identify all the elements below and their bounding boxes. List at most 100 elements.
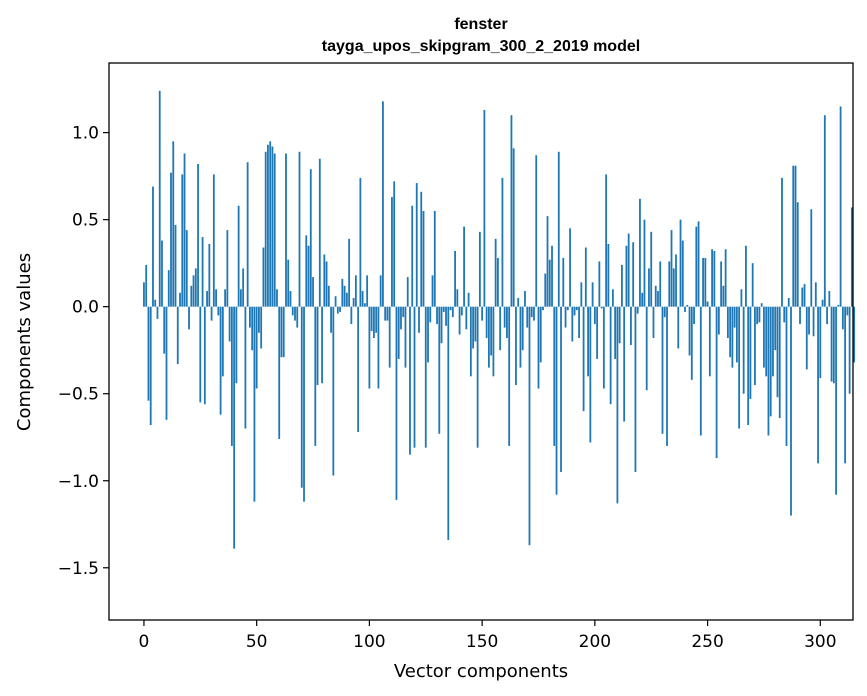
bar	[832, 306, 835, 384]
bar	[273, 153, 276, 307]
bar	[429, 306, 432, 323]
bar	[172, 141, 175, 307]
bar	[282, 306, 285, 358]
bar	[413, 306, 416, 448]
bar	[327, 285, 330, 307]
bar	[533, 306, 535, 321]
bar	[203, 306, 206, 405]
bar	[812, 306, 815, 337]
bar	[659, 261, 662, 307]
bar	[341, 278, 344, 307]
bar	[724, 249, 727, 307]
bar	[785, 306, 788, 446]
bar	[510, 115, 513, 307]
bar	[445, 306, 447, 326]
y-tick-label: −1.0	[58, 472, 99, 492]
bar	[400, 306, 402, 330]
bar	[294, 306, 296, 321]
bar	[828, 291, 831, 307]
bar	[686, 304, 689, 307]
bar	[772, 306, 774, 377]
bar	[799, 306, 801, 325]
x-tick-label: 50	[246, 632, 268, 652]
bar	[447, 306, 450, 540]
bar	[212, 174, 215, 307]
chart-title: fenster	[454, 16, 507, 33]
bar	[467, 292, 470, 307]
bar	[276, 289, 278, 307]
bar	[237, 205, 240, 307]
bar	[352, 297, 355, 307]
bar	[287, 259, 290, 307]
bar	[255, 306, 258, 389]
bar	[325, 261, 328, 307]
bar	[152, 186, 154, 307]
bar	[767, 306, 770, 436]
bar	[312, 277, 314, 307]
bar	[787, 297, 790, 307]
bar	[632, 242, 635, 307]
bar	[228, 306, 231, 342]
bar	[571, 306, 574, 342]
bar	[156, 306, 159, 319]
bar	[720, 261, 723, 307]
bar	[262, 247, 265, 307]
bar	[181, 174, 184, 307]
bar	[145, 264, 148, 307]
bar	[278, 306, 281, 439]
bar	[722, 285, 725, 307]
bar	[393, 181, 396, 307]
bar	[738, 306, 741, 429]
bar	[853, 306, 856, 363]
bar	[618, 306, 621, 344]
y-tick-label: 1.0	[72, 124, 99, 144]
bar	[395, 306, 398, 500]
bar	[490, 306, 493, 356]
bar	[478, 231, 481, 307]
bar	[230, 306, 233, 446]
bar	[808, 306, 810, 335]
bar	[309, 169, 312, 307]
bar	[557, 151, 560, 307]
bar	[616, 306, 619, 504]
bar	[506, 306, 508, 339]
bar	[474, 306, 477, 342]
bar	[460, 306, 463, 316]
bar	[436, 306, 438, 325]
bar	[487, 306, 490, 368]
bar	[614, 306, 617, 359]
bar	[848, 306, 851, 394]
bar	[366, 275, 369, 307]
plot-frame	[108, 62, 854, 621]
bar	[251, 306, 254, 351]
bar	[740, 289, 743, 307]
bar	[330, 306, 332, 333]
bar	[508, 306, 511, 446]
bar	[573, 306, 576, 316]
bar	[427, 306, 429, 363]
bar	[578, 306, 580, 339]
bar	[528, 306, 531, 546]
bar	[519, 306, 522, 368]
bar	[494, 238, 497, 307]
bar	[280, 306, 283, 358]
bar	[305, 235, 308, 307]
bar	[397, 306, 400, 359]
bar	[388, 306, 391, 368]
bar	[562, 257, 565, 307]
bar	[589, 306, 592, 443]
bar	[406, 277, 409, 307]
bar	[359, 177, 362, 307]
bar	[336, 306, 339, 314]
bar	[823, 115, 826, 307]
bar	[458, 306, 461, 335]
x-tick-label: 250	[691, 632, 723, 652]
bar	[553, 306, 556, 446]
bar	[375, 306, 378, 333]
bar	[609, 306, 612, 405]
bar	[850, 207, 853, 307]
bar	[285, 153, 287, 307]
bar	[544, 273, 547, 307]
bar	[404, 306, 407, 368]
y-axis: −1.5 −1.0 −0.5 0.0 0.5 1.0	[58, 124, 109, 579]
